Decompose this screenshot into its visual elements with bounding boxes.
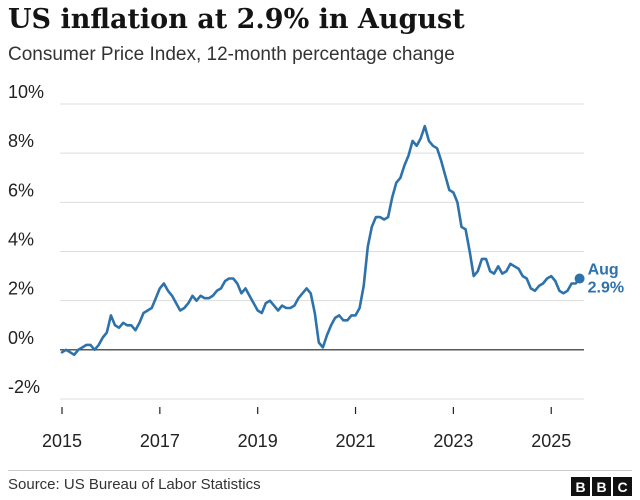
bbc-logo-letter: C <box>613 477 632 496</box>
bbc-logo-letter: B <box>571 477 590 496</box>
bbc-logo: B B C <box>571 477 632 496</box>
grid-lines <box>60 103 584 400</box>
y-tick-label: 10% <box>8 82 44 102</box>
x-tick-label: 2025 <box>531 431 571 451</box>
cpi-inflation-line <box>60 124 582 357</box>
y-tick-label: 0% <box>8 328 34 348</box>
y-tick-label: 2% <box>8 279 34 299</box>
y-tick-label: 8% <box>8 131 34 151</box>
x-axis-ticks: 2015 2017 2019 2021 2023 2025 <box>42 407 571 451</box>
x-tick-label: 2017 <box>140 431 180 451</box>
x-tick-label: 2021 <box>336 431 376 451</box>
annotation-value-label: 2.9% <box>588 280 624 297</box>
footer-divider <box>8 470 632 471</box>
y-tick-label: 6% <box>8 180 34 200</box>
y-axis-tick-labels: -2% 0% 2% 4% 6% 8% 10% <box>8 82 44 397</box>
source-note: Source: US Bureau of Labor Statistics <box>8 476 261 493</box>
y-tick-label: 4% <box>8 230 34 250</box>
x-tick-label: 2015 <box>42 431 82 451</box>
annotation-month-label: Aug <box>588 262 619 279</box>
line-chart: -2% 0% 2% 4% 6% 8% 10% 2015 2017 2019 2021 2023 202… <box>8 82 624 451</box>
x-tick-label: 2023 <box>433 431 473 451</box>
chart-subtitle: Consumer Price Index, 12-month percentag… <box>8 44 455 65</box>
bbc-logo-letter: B <box>592 477 611 496</box>
x-tick-label: 2019 <box>238 431 278 451</box>
chart-title: US inflation at 2.9% in August <box>8 4 465 35</box>
y-tick-label: -2% <box>8 377 40 397</box>
latest-point-marker <box>574 273 585 284</box>
series-lines <box>60 124 582 357</box>
